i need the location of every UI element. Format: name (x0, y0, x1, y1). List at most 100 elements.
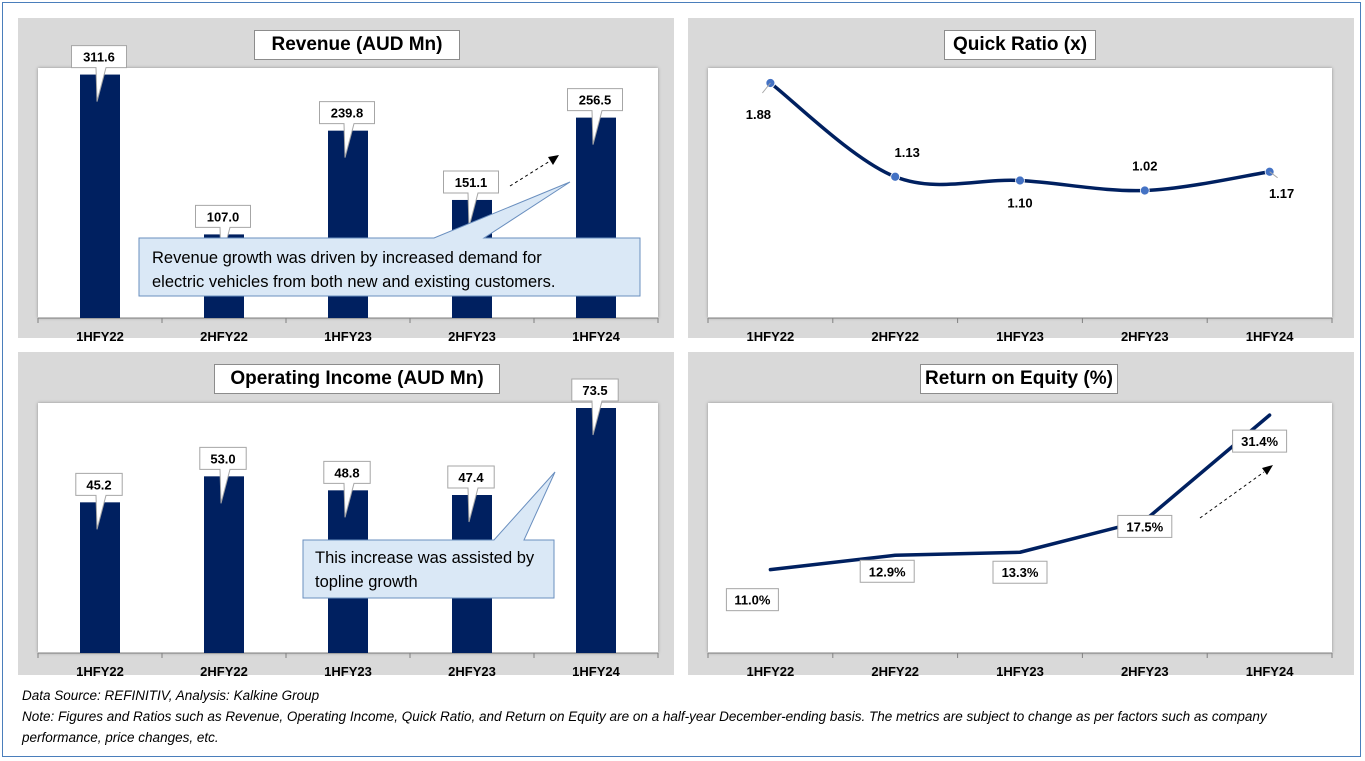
operating-income-chart-panel: Operating Income (AUD Mn) 45.2 1HFY22 53.0… (18, 352, 674, 679)
operating-income-data-label: 47.4 (447, 465, 495, 523)
revenue-data-label: 151.1 (443, 170, 499, 228)
footer-note-text: Note: Figures and Ratios such as Revenue… (22, 709, 1267, 745)
roe-data-label: 13.3% (992, 560, 1048, 584)
roe-data-label-box (725, 588, 779, 612)
roe-chart-panel: Return on Equity (%) 1HFY22 2HFY22 1HFY23 2… (688, 352, 1354, 679)
revenue-chart-svg: 311.6 1HFY22 107.0 2HFY22 239.8 1HFY23 151.1 2H… (37, 45, 659, 344)
roe-data-label-box (1232, 429, 1288, 453)
operating-income-x-tick-label: 1HFY24 (572, 664, 620, 679)
operating-income-bar-1hfy24 (576, 408, 616, 653)
operating-income-data-label-text: 45.2 (86, 477, 111, 492)
quick-ratio-chart-panel: Quick Ratio (x) 1HFY22 2HFY22 1HFY23 2HFY23… (688, 18, 1354, 344)
roe-trend-arrow (1199, 471, 1265, 519)
operating-income-callout-text: topline growth (315, 573, 418, 591)
revenue-x-tick-label: 1HFY22 (76, 329, 124, 344)
operating-income-data-label-box (75, 472, 123, 530)
roe-data-label-box (1117, 514, 1173, 538)
revenue-x-tick-label: 2HFY23 (448, 329, 496, 344)
quick-ratio-plot-area (708, 68, 1332, 318)
operating-income-x-tick-label: 2HFY22 (200, 664, 248, 679)
roe-data-label-text: 31.4% (1241, 434, 1278, 449)
quick-ratio-leader-line (1269, 171, 1278, 179)
operating-income-x-tick-label: 1HFY22 (76, 664, 124, 679)
roe-data-label: 17.5% (1117, 514, 1173, 538)
roe-x-tick-label: 1HFY24 (1246, 664, 1294, 679)
revenue-data-label: 239.8 (319, 101, 375, 158)
operating-income-x-tick-label: 2HFY23 (448, 664, 496, 679)
roe-data-label-text: 13.3% (1002, 565, 1039, 580)
operating-income-data-label-text: 53.0 (210, 451, 235, 466)
revenue-x-tick-label: 2HFY22 (200, 329, 248, 344)
quick-ratio-x-tick-label: 1HFY23 (996, 329, 1044, 344)
quick-ratio-x-tick-label: 1HFY22 (747, 329, 795, 344)
revenue-data-label-text: 256.5 (579, 93, 612, 108)
quick-ratio-data-label: 1.17 (1269, 186, 1294, 201)
revenue-callout-text: Revenue growth was driven by increased d… (152, 249, 542, 267)
quick-ratio-marker-2hfy22 (890, 171, 901, 182)
revenue-data-label-box (319, 101, 375, 158)
quick-ratio-marker-2hfy23 (1139, 185, 1150, 196)
operating-income-chart-title: Operating Income (AUD Mn) (214, 364, 500, 394)
revenue-x-tick-label: 1HFY24 (572, 329, 620, 344)
operating-income-data-label-box (571, 378, 619, 436)
revenue-data-label-text: 107.0 (207, 209, 240, 224)
data-source-text: Data Source: REFINITIV, Analysis: Kalkin… (22, 688, 320, 703)
revenue-data-label-text: 239.8 (331, 106, 364, 121)
quick-ratio-chart-title: Quick Ratio (x) (944, 30, 1096, 60)
roe-series-line (768, 413, 1272, 572)
quick-ratio-data-label: 1.10 (1007, 196, 1032, 211)
operating-income-bar-1hfy22 (80, 502, 120, 653)
roe-x-tick-label: 2HFY22 (871, 664, 919, 679)
roe-x-tick-label: 1HFY22 (747, 664, 795, 679)
roe-data-label: 11.0% (725, 588, 779, 612)
quick-ratio-data-label: 1.02 (1132, 159, 1157, 174)
footer: Data Source: REFINITIV, Analysis: Kalkin… (22, 685, 1342, 748)
revenue-trend-arrowhead (548, 155, 559, 165)
operating-income-callout-box (302, 471, 556, 599)
revenue-data-label: 256.5 (567, 88, 623, 145)
roe-chart-svg: 1HFY22 2HFY22 1HFY23 2HFY23 1HFY24 11.0% 12.9%… (707, 413, 1333, 679)
quick-ratio-data-label: 1.88 (746, 107, 771, 122)
quick-ratio-x-tick-label: 1HFY24 (1246, 329, 1294, 344)
revenue-bar-1hfy22 (80, 74, 120, 318)
operating-income-data-label-text: 48.8 (334, 465, 359, 480)
revenue-callout-box (138, 181, 641, 297)
roe-data-label: 12.9% (859, 559, 915, 583)
revenue-data-label-text: 151.1 (455, 175, 488, 190)
quick-ratio-chart-svg: 1HFY22 2HFY22 1HFY23 2HFY23 1HFY24 1.88 1.13 1.… (707, 78, 1333, 344)
operating-income-data-label: 45.2 (75, 472, 123, 530)
operating-income-data-label-text: 73.5 (582, 383, 607, 398)
roe-data-label-box (859, 559, 915, 583)
roe-trend-arrowhead (1262, 465, 1273, 475)
roe-data-label-box (992, 560, 1048, 584)
roe-x-tick-label: 2HFY23 (1121, 664, 1169, 679)
roe-data-label-text: 11.0% (734, 593, 771, 608)
quick-ratio-data-label: 1.13 (895, 145, 920, 160)
operating-income-data-label-box (199, 446, 247, 504)
operating-income-x-tick-label: 1HFY23 (324, 664, 372, 679)
revenue-data-label: 107.0 (195, 204, 251, 262)
quick-ratio-marker-1hfy23 (1015, 175, 1025, 186)
operating-income-callout: This increase was assisted by topline gro… (302, 471, 556, 599)
revenue-data-label-box (71, 45, 127, 102)
operating-income-data-label-box (447, 465, 495, 523)
operating-income-bar-2hfy22 (204, 476, 244, 653)
revenue-x-tick-label: 1HFY23 (324, 329, 372, 344)
operating-income-chart-svg: 45.2 1HFY22 53.0 2HFY22 48.8 1HFY23 47.4 2HFY23… (37, 378, 659, 679)
operating-income-callout-text: This increase was assisted by (315, 549, 535, 567)
revenue-callout: Revenue growth was driven by increased d… (138, 181, 641, 297)
revenue-trend-arrow (509, 160, 551, 187)
roe-plot-area (708, 403, 1332, 653)
operating-income-data-label: 48.8 (323, 460, 371, 518)
quick-ratio-x-tick-label: 2HFY23 (1121, 329, 1169, 344)
revenue-callout-text: electric vehicles from both new and exis… (152, 273, 556, 291)
operating-income-data-label-box (323, 460, 371, 518)
roe-data-label: 31.4% (1232, 429, 1288, 453)
quick-ratio-series-line (768, 81, 1272, 193)
operating-income-data-label: 53.0 (199, 446, 247, 504)
revenue-chart-title: Revenue (AUD Mn) (254, 30, 460, 60)
quick-ratio-leader-line (762, 82, 771, 94)
revenue-data-label-text: 311.6 (83, 50, 115, 65)
quick-ratio-x-tick-label: 2HFY22 (871, 329, 919, 344)
roe-data-label-text: 12.9% (869, 564, 906, 579)
